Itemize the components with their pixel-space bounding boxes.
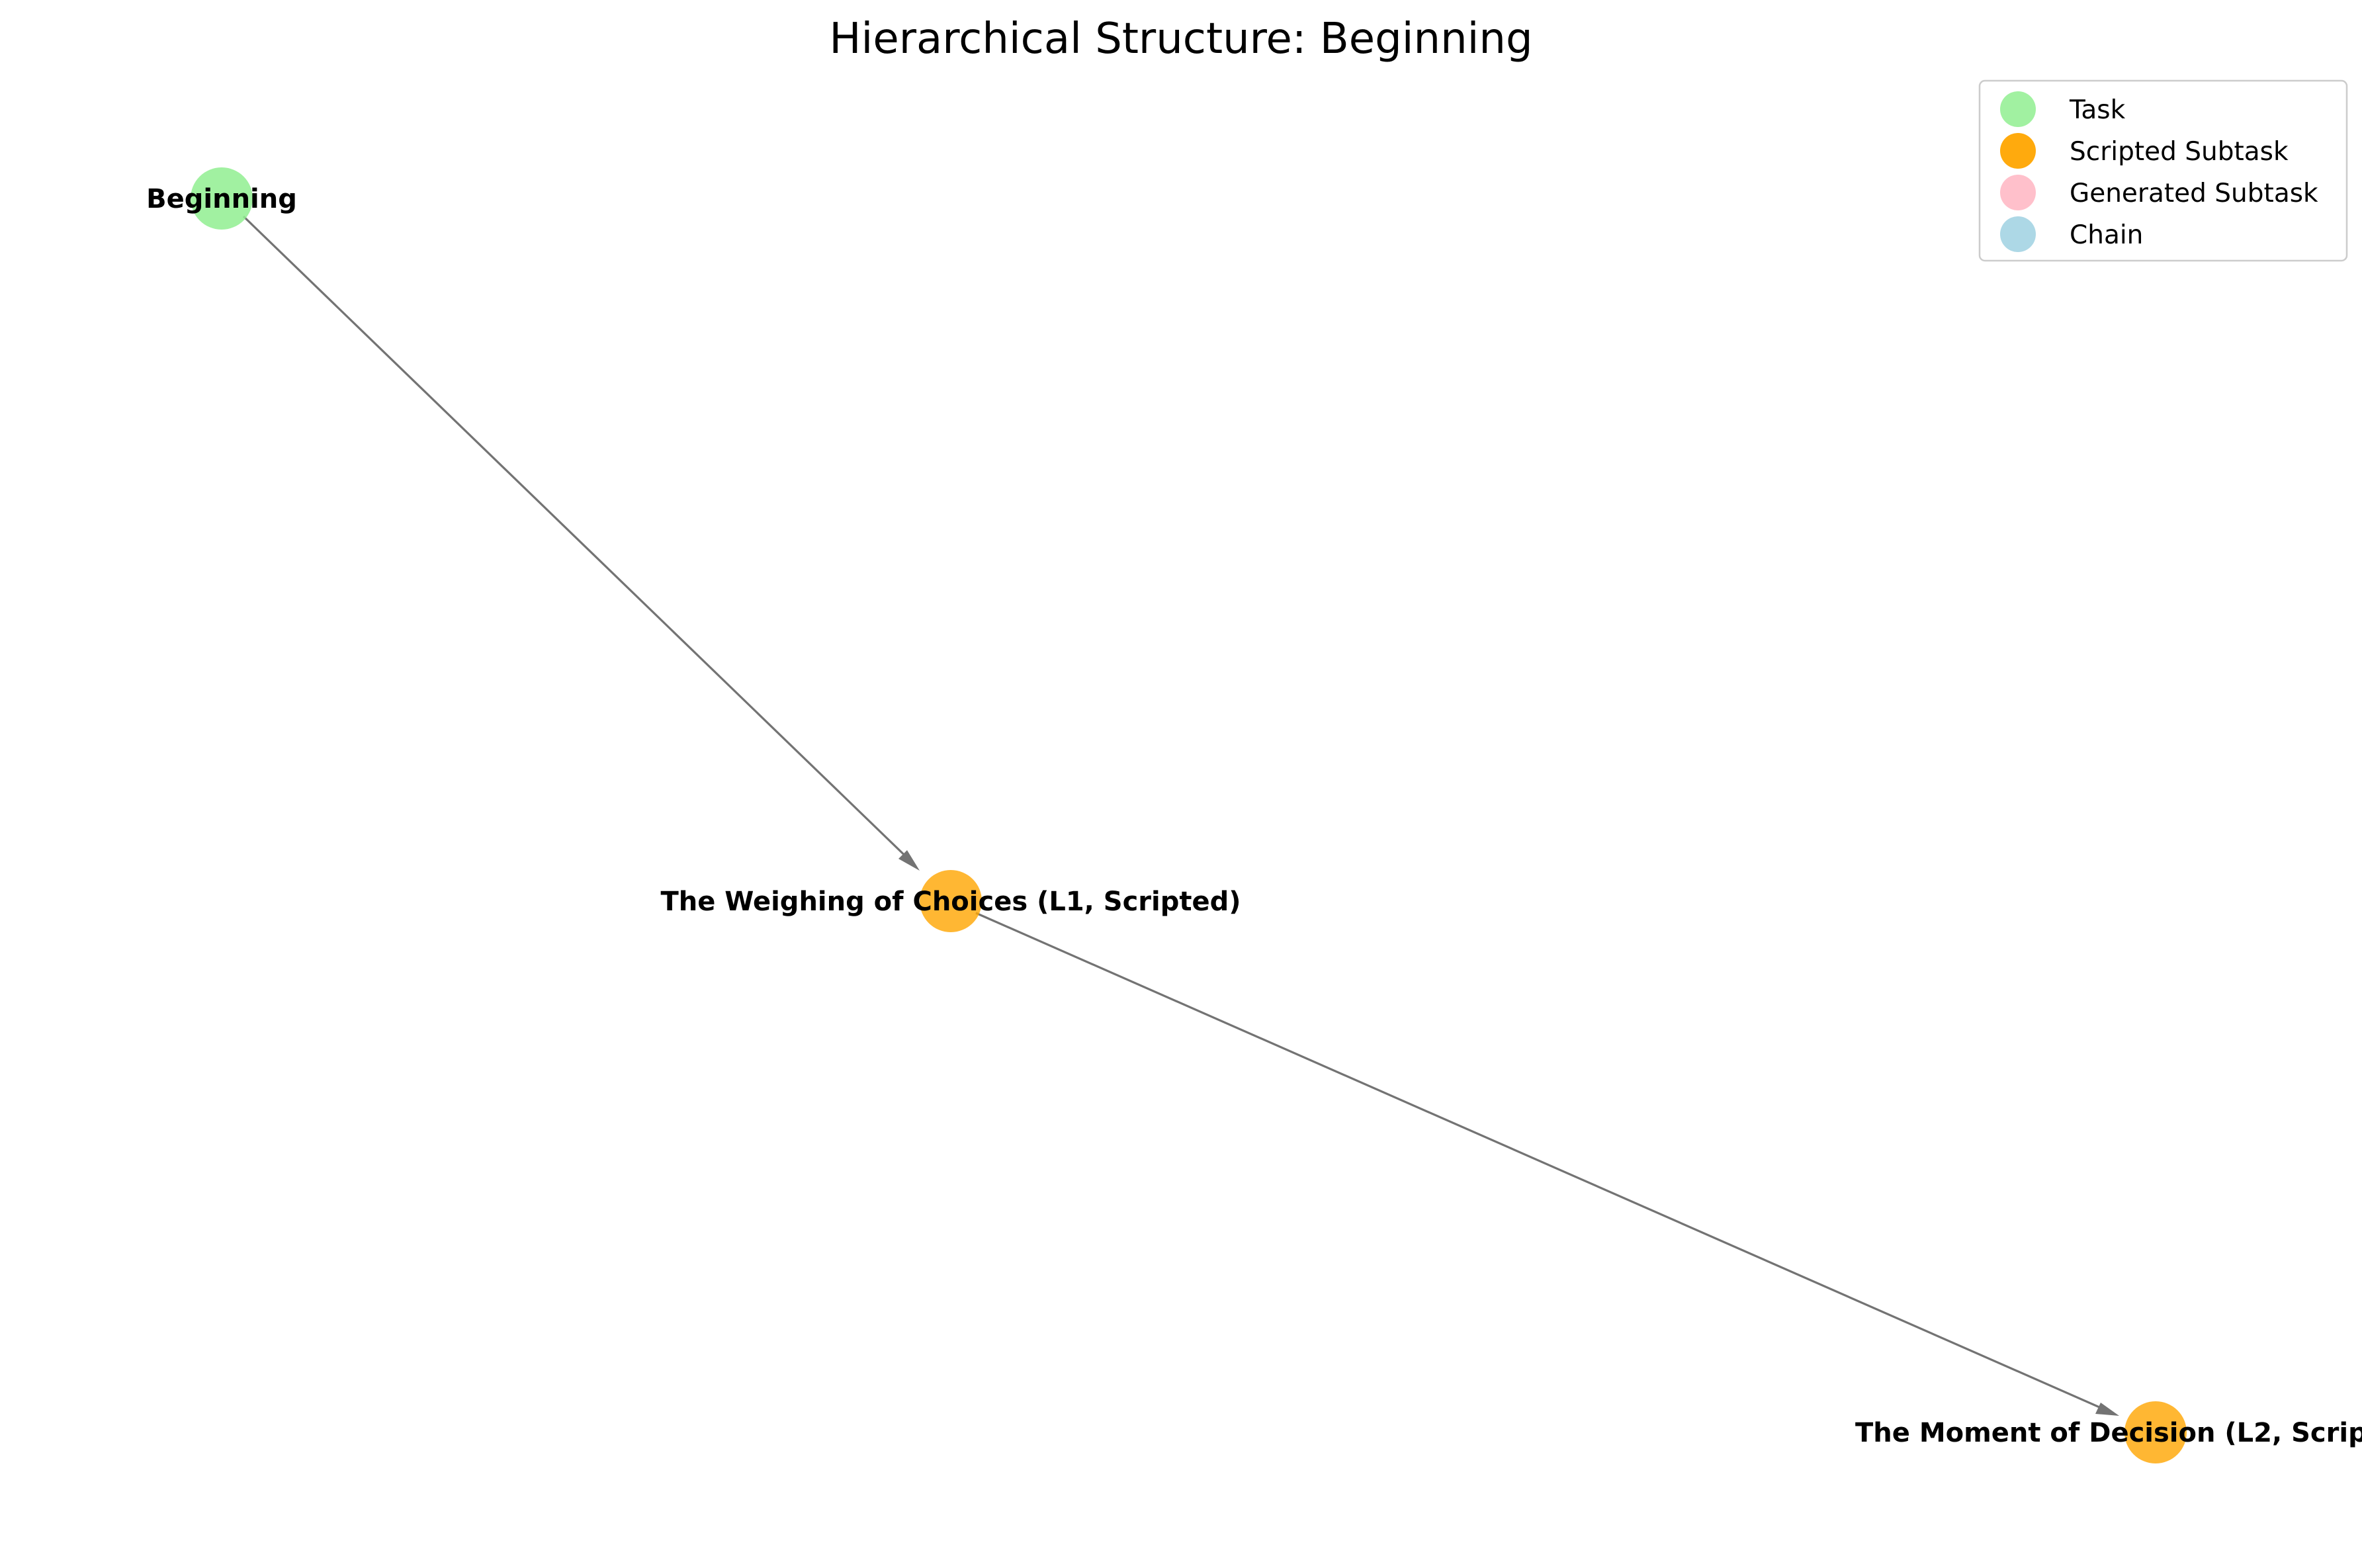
node-moment[interactable] [2124,1401,2187,1463]
edge-weighing-to-moment [975,912,2105,1411]
legend-frame [1978,79,2348,262]
node-label-weighing: The Weighing of Choices (L1, Scripted) [660,887,1241,917]
edge-beginning-to-weighing-arrowhead [898,850,920,871]
legend: Task Scripted Subtask Generated Subtask … [1978,79,2348,262]
legend-label-generated-subtask: Generated Subtask [2070,179,2318,208]
legend-marker-chain [2000,216,2036,252]
node-label-beginning: Beginning [146,184,297,214]
legend-label-scripted-subtask: Scripted Subtask [2070,137,2289,167]
diagram-title: Hierarchical Structure: Beginning [829,15,1532,64]
legend-marker-generated-subtask [2000,175,2036,210]
node-weighing[interactable] [920,870,982,932]
edges-layer [242,215,2119,1416]
edge-beginning-to-weighing [242,215,914,865]
legend-label-chain: Chain [2070,220,2143,250]
legend-label-task: Task [2069,95,2126,125]
legend-marker-scripted-subtask [2000,133,2036,169]
labels-layer: Beginning The Weighing of Choices (L1, S… [146,184,2362,1448]
nodes-layer [191,167,2187,1463]
legend-marker-task [2000,91,2036,127]
edge-weighing-to-moment-arrowhead [2095,1403,2119,1416]
node-beginning[interactable] [191,167,253,230]
node-label-moment: The Moment of Decision (L2, Scripted) [1855,1418,2362,1448]
